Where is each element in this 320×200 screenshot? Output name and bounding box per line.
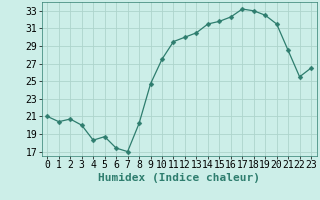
X-axis label: Humidex (Indice chaleur): Humidex (Indice chaleur) [98, 173, 260, 183]
